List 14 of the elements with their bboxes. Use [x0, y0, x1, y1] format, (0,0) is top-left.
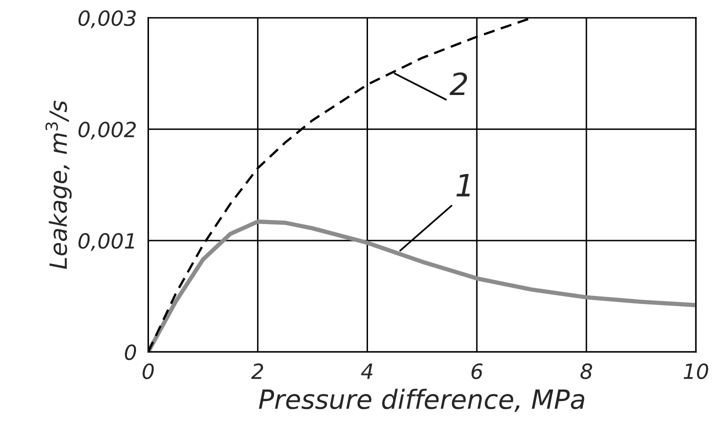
y-tick-label: 0,002	[78, 122, 136, 140]
annotation: 2	[450, 72, 468, 95]
x-axis-title: Pressure difference, MPa	[258, 388, 584, 412]
y-tick-label: 0	[124, 344, 136, 360]
x-tick-label: 0	[142, 363, 154, 380]
x-tick-label: 10	[684, 363, 708, 380]
y-axis-title: Leakage, m$^{3}$/s	[45, 100, 72, 270]
y-tick-label: 0,003	[78, 10, 136, 28]
y-tick-label: 0,001	[78, 233, 134, 251]
x-tick-label: 6	[472, 363, 483, 380]
annotation: 1	[456, 174, 470, 196]
x-tick-label: 8	[580, 363, 592, 380]
x-tick-label: 4	[361, 364, 372, 379]
x-tick-label: 2	[251, 363, 264, 379]
